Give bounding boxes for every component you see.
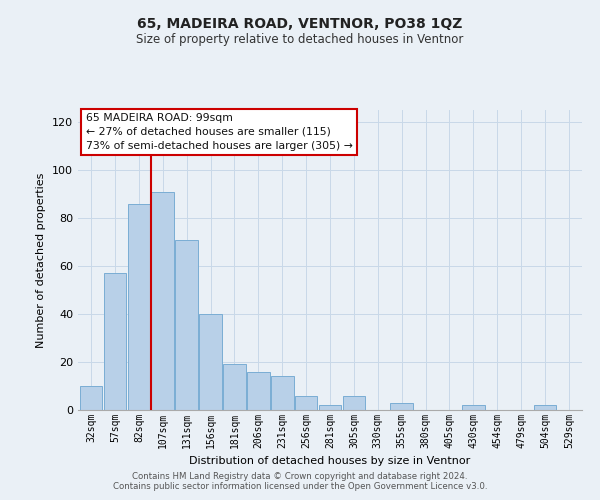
Bar <box>391 403 413 410</box>
Text: Size of property relative to detached houses in Ventnor: Size of property relative to detached ho… <box>136 32 464 46</box>
Bar <box>175 240 198 410</box>
Bar <box>271 376 293 410</box>
Bar <box>128 204 150 410</box>
Bar <box>533 405 556 410</box>
Bar <box>343 396 365 410</box>
Text: 65, MADEIRA ROAD, VENTNOR, PO38 1QZ: 65, MADEIRA ROAD, VENTNOR, PO38 1QZ <box>137 18 463 32</box>
Text: 65 MADEIRA ROAD: 99sqm
← 27% of detached houses are smaller (115)
73% of semi-de: 65 MADEIRA ROAD: 99sqm ← 27% of detached… <box>86 113 352 151</box>
Bar <box>295 396 317 410</box>
Bar <box>199 314 222 410</box>
Bar <box>223 364 246 410</box>
Text: Contains public sector information licensed under the Open Government Licence v3: Contains public sector information licen… <box>113 482 487 491</box>
Y-axis label: Number of detached properties: Number of detached properties <box>37 172 46 348</box>
Bar <box>151 192 174 410</box>
X-axis label: Distribution of detached houses by size in Ventnor: Distribution of detached houses by size … <box>190 456 470 466</box>
Bar <box>462 405 485 410</box>
Bar <box>247 372 269 410</box>
Bar <box>104 273 127 410</box>
Text: Contains HM Land Registry data © Crown copyright and database right 2024.: Contains HM Land Registry data © Crown c… <box>132 472 468 481</box>
Bar <box>319 405 341 410</box>
Bar <box>80 386 103 410</box>
